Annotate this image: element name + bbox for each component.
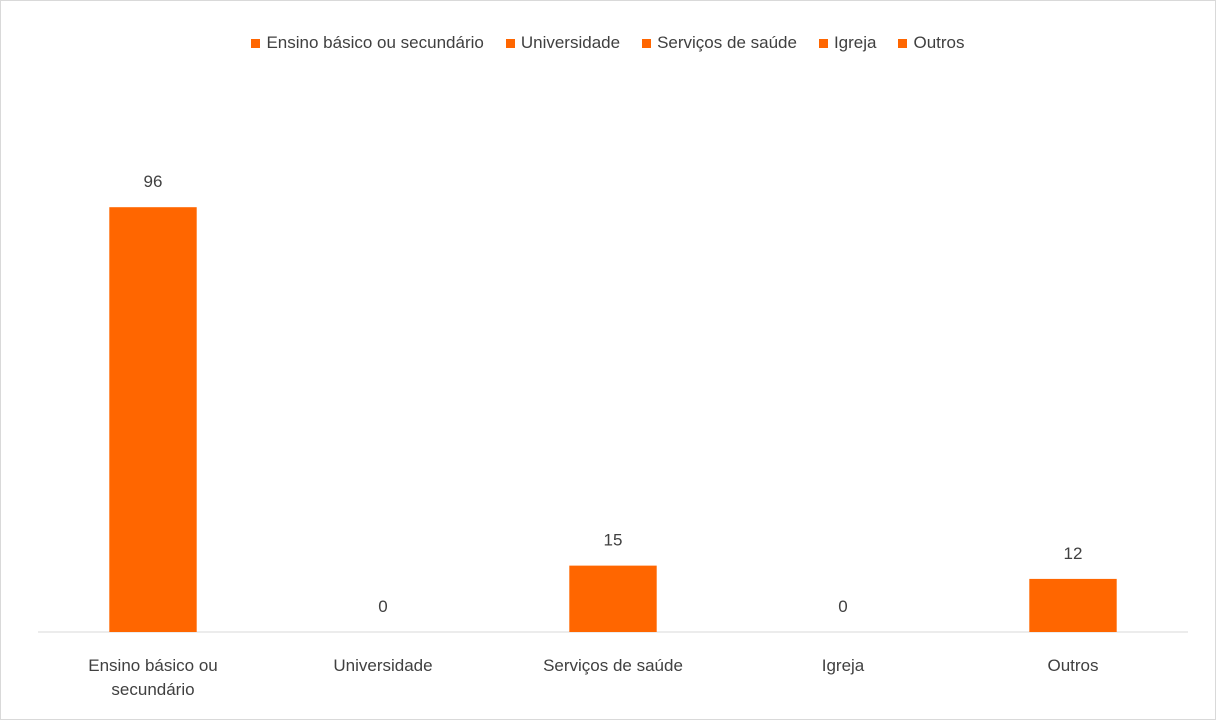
x-tick-label: Igreja <box>821 656 865 675</box>
legend-item: Ensino básico ou secundário <box>251 33 484 53</box>
data-label: 12 <box>1064 544 1083 563</box>
bar <box>109 207 197 632</box>
data-label: 96 <box>144 172 163 191</box>
legend-label: Outros <box>913 33 965 52</box>
bar <box>1029 578 1117 632</box>
legend-swatch <box>505 38 515 48</box>
legend-item: Universidade <box>505 33 621 53</box>
legend-label: Igreja <box>833 33 877 52</box>
bar <box>569 565 657 632</box>
data-label: 0 <box>838 597 847 616</box>
x-tick-label: Ensino básico ou secundário <box>88 656 218 699</box>
legend-swatch <box>642 38 652 48</box>
legend-label: Universidade <box>520 33 621 52</box>
legend-item: Igreja <box>818 33 877 53</box>
x-tick-label: Universidade <box>333 656 433 675</box>
data-label: 15 <box>604 531 623 550</box>
legend-swatch <box>898 38 908 48</box>
legend-item: Serviços de saúde <box>642 33 797 53</box>
legend-swatch <box>818 38 828 48</box>
legend-label: Serviços de saúde <box>657 33 797 52</box>
legend-item: Outros <box>898 33 965 53</box>
x-tick-label: Outros <box>1047 656 1099 675</box>
legend: Ensino básico ou secundário Universidade S… <box>0 33 1216 53</box>
legend-label: Ensino básico ou secundário <box>266 33 484 52</box>
data-label: 0 <box>378 597 387 616</box>
x-tick-label: Serviços de saúde <box>543 656 683 675</box>
legend-swatch <box>251 38 261 48</box>
